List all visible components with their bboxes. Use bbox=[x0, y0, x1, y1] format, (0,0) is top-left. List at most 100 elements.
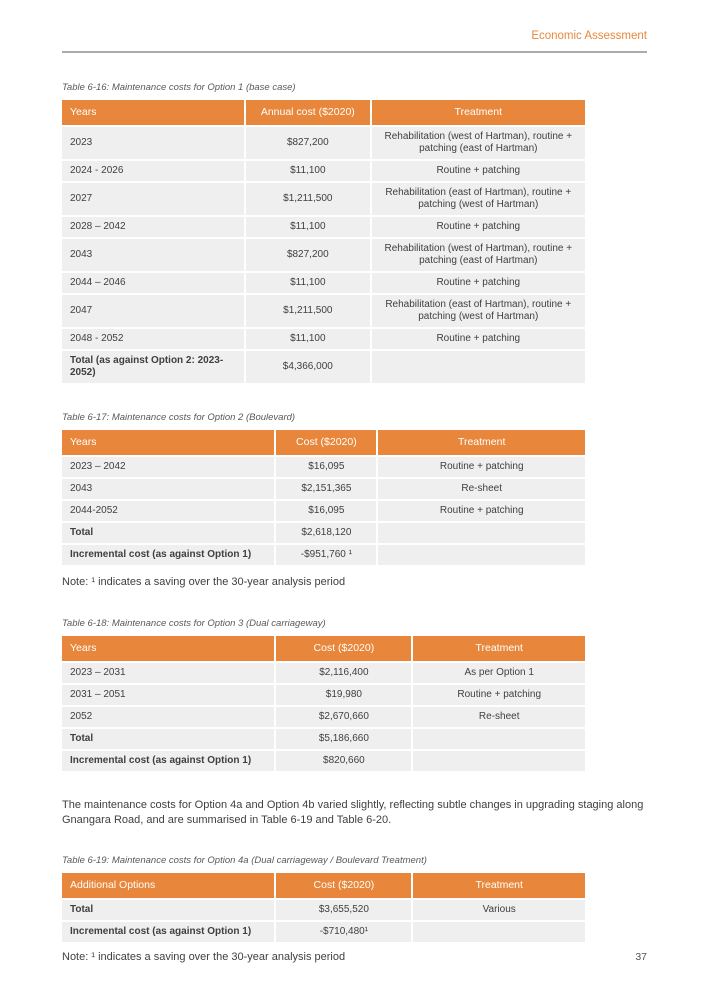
row-label: Incremental cost (as against Option 1) bbox=[62, 920, 276, 942]
treatment-cell bbox=[411, 920, 585, 942]
row-label: 2023 – 2042 bbox=[62, 455, 276, 478]
table-row: Total $3,655,520 Various bbox=[62, 898, 585, 921]
table-row: 2023 – 2042 $16,095 Routine + patching bbox=[62, 455, 585, 478]
row-label: 2048 - 2052 bbox=[62, 327, 246, 350]
table-row: Incremental cost (as against Option 1) -$… bbox=[62, 920, 585, 942]
cost-cell: $11,100 bbox=[244, 215, 371, 238]
cost-cell: $2,618,120 bbox=[274, 521, 378, 544]
cost-cell: $827,200 bbox=[244, 125, 371, 160]
table-row: 2044 – 2046 $11,100 Routine + patching bbox=[62, 271, 585, 294]
row-label: 2047 bbox=[62, 293, 246, 328]
cost-cell: $2,151,365 bbox=[274, 477, 378, 500]
row-label: Total bbox=[62, 898, 276, 921]
column-header: Additional Options bbox=[62, 873, 276, 899]
table-row: 2052 $2,670,660 Re-sheet bbox=[62, 705, 585, 728]
table-header-row: Years Cost ($2020) Treatment bbox=[62, 636, 585, 662]
table-row: 2027 $1,211,500 Rehabilitation (east of Ha… bbox=[62, 181, 585, 216]
column-header: Treatment bbox=[411, 873, 585, 899]
body-paragraph: The maintenance costs for Option 4a and … bbox=[62, 799, 644, 826]
cost-cell: -$710,480¹ bbox=[274, 920, 413, 942]
cost-cell: $11,100 bbox=[244, 271, 371, 294]
row-label: Total bbox=[62, 521, 276, 544]
row-label: 2031 – 2051 bbox=[62, 683, 276, 706]
row-label: 2023 bbox=[62, 125, 246, 160]
table-row: 2048 - 2052 $11,100 Routine + patching bbox=[62, 327, 585, 350]
row-label: 2043 bbox=[62, 237, 246, 272]
cost-cell: $5,186,660 bbox=[274, 727, 413, 750]
cost-cell: $1,211,500 bbox=[244, 181, 371, 216]
note-saving-1: Note: ¹ indicates a saving over the 30-y… bbox=[62, 576, 346, 588]
page-number: 37 bbox=[635, 951, 647, 963]
table-row: 2023 – 2031 $2,116,400 As per Option 1 bbox=[62, 661, 585, 684]
table-header-row: Years Cost ($2020) Treatment bbox=[62, 430, 585, 456]
treatment-cell: Routine + patching bbox=[411, 683, 585, 706]
treatment-cell bbox=[369, 349, 585, 383]
maintenance-table-option4a: Additional Options Cost ($2020) Treatment T… bbox=[62, 873, 585, 942]
note-saving-2: Note: ¹ indicates a saving over the 30-y… bbox=[62, 951, 346, 963]
treatment-cell bbox=[376, 521, 585, 544]
treatment-cell: As per Option 1 bbox=[411, 661, 585, 684]
cost-cell: $11,100 bbox=[244, 327, 371, 350]
table-caption: Table 6-19: Maintenance costs for Option… bbox=[62, 855, 427, 866]
cost-cell: $2,670,660 bbox=[274, 705, 413, 728]
cost-cell: $16,095 bbox=[274, 499, 378, 522]
table-row: 2024 - 2026 $11,100 Routine + patching bbox=[62, 159, 585, 182]
table-row: 2043 $2,151,365 Re-sheet bbox=[62, 477, 585, 500]
treatment-cell: Routine + patching bbox=[369, 327, 585, 350]
row-label: 2028 – 2042 bbox=[62, 215, 246, 238]
cost-cell: -$951,760 ¹ bbox=[274, 543, 378, 565]
table-row: 2044-2052 $16,095 Routine + patching bbox=[62, 499, 585, 522]
row-label: 2044-2052 bbox=[62, 499, 276, 522]
table-6-16-section: Table 6-16: Maintenance costs for Option… bbox=[62, 82, 647, 383]
treatment-cell: Routine + patching bbox=[369, 159, 585, 182]
table-header-row: Years Annual cost ($2020) Treatment bbox=[62, 100, 585, 126]
table-caption: Table 6-17: Maintenance costs for Option… bbox=[62, 412, 296, 423]
column-header: Years bbox=[62, 430, 276, 456]
header-rule bbox=[62, 51, 647, 53]
table-row: Incremental cost (as against Option 1) -$… bbox=[62, 543, 585, 565]
column-header: Years bbox=[62, 636, 276, 662]
table-row: 2043 $827,200 Rehabilitation (west of Hart… bbox=[62, 237, 585, 272]
table-header-row: Additional Options Cost ($2020) Treatment bbox=[62, 873, 585, 899]
treatment-cell bbox=[411, 749, 585, 771]
cost-cell: $820,660 bbox=[274, 749, 413, 771]
column-header: Years bbox=[62, 100, 246, 126]
treatment-cell: Routine + patching bbox=[376, 499, 585, 522]
maintenance-table-option1: Years Annual cost ($2020) Treatment 2023 $82… bbox=[62, 100, 585, 383]
table-6-17-section: Table 6-17: Maintenance costs for Option… bbox=[62, 412, 647, 565]
table-row: 2047 $1,211,500 Rehabilitation (east of Ha… bbox=[62, 293, 585, 328]
cost-cell: $16,095 bbox=[274, 455, 378, 478]
row-label: Incremental cost (as against Option 1) bbox=[62, 543, 276, 565]
cost-cell: $11,100 bbox=[244, 159, 371, 182]
column-header: Treatment bbox=[369, 100, 585, 126]
table-row: 2023 $827,200 Rehabilitation (west of Hart… bbox=[62, 125, 585, 160]
table-row: 2028 – 2042 $11,100 Routine + patching bbox=[62, 215, 585, 238]
row-label: 2043 bbox=[62, 477, 276, 500]
table-6-18-section: Table 6-18: Maintenance costs for Option… bbox=[62, 618, 647, 771]
table-row: Total $2,618,120 bbox=[62, 521, 585, 544]
row-label: 2027 bbox=[62, 181, 246, 216]
treatment-cell bbox=[376, 543, 585, 565]
table-row: Incremental cost (as against Option 1) $8… bbox=[62, 749, 585, 771]
row-label: 2023 – 2031 bbox=[62, 661, 276, 684]
table-row: 2031 – 2051 $19,980 Routine + patching bbox=[62, 683, 585, 706]
treatment-cell: Various bbox=[411, 898, 585, 921]
running-header: Economic Assessment bbox=[531, 30, 647, 42]
treatment-cell: Re-sheet bbox=[376, 477, 585, 500]
row-label: 2044 – 2046 bbox=[62, 271, 246, 294]
table-row: Total $5,186,660 bbox=[62, 727, 585, 750]
cost-cell: $827,200 bbox=[244, 237, 371, 272]
cost-cell: $3,655,520 bbox=[274, 898, 413, 921]
treatment-cell bbox=[411, 727, 585, 750]
treatment-cell: Re-sheet bbox=[411, 705, 585, 728]
row-label: Total bbox=[62, 727, 276, 750]
table-caption: Table 6-16: Maintenance costs for Option… bbox=[62, 82, 296, 93]
treatment-cell: Rehabilitation (west of Hartman), routin… bbox=[369, 237, 585, 272]
cost-cell: $4,366,000 bbox=[244, 349, 371, 383]
table-row: Total (as against Option 2: 2023-2052) $4… bbox=[62, 349, 585, 383]
treatment-cell: Routine + patching bbox=[369, 271, 585, 294]
column-header: Annual cost ($2020) bbox=[244, 100, 371, 126]
row-label: Incremental cost (as against Option 1) bbox=[62, 749, 276, 771]
treatment-cell: Routine + patching bbox=[376, 455, 585, 478]
